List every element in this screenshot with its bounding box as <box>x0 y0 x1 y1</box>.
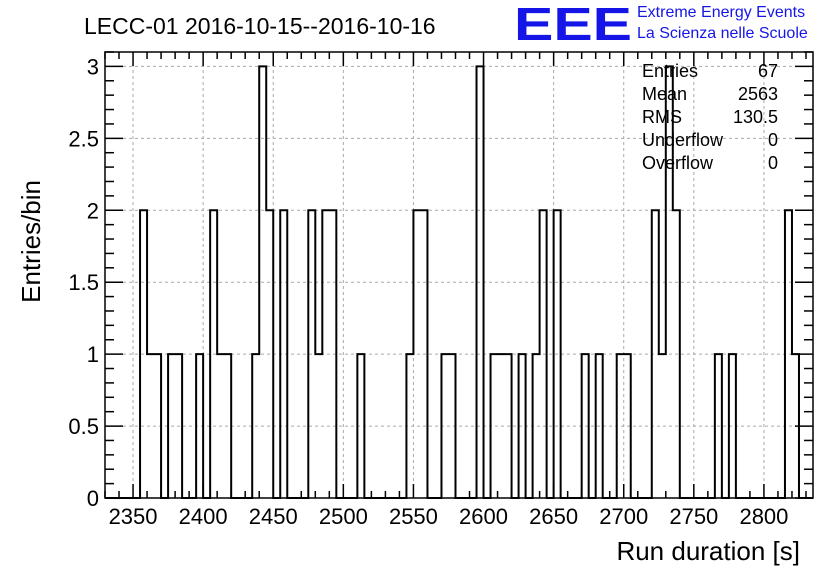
y-tick-label: 2 <box>87 198 99 223</box>
histogram-line <box>105 65 813 499</box>
stats-value: 67 <box>758 61 778 81</box>
plot-frame <box>104 51 814 499</box>
y-tick-label: 3 <box>87 54 99 79</box>
y-tick-label: 2.5 <box>68 126 99 151</box>
grid-lines <box>105 52 813 498</box>
x-tick-label: 2600 <box>459 504 508 529</box>
x-tick-label: 2750 <box>669 504 718 529</box>
stats-value: 0 <box>768 153 778 173</box>
logo-mark: EEE <box>514 0 632 50</box>
y-tick-label: 0.5 <box>68 414 99 439</box>
axis-ticks <box>104 51 813 499</box>
stats-box: Entries 67 Mean 2563 RMS 130.5 Underflow 0 Overf… <box>642 61 778 173</box>
x-tick-label: 2650 <box>529 504 578 529</box>
x-tick-label: 2550 <box>389 504 438 529</box>
x-axis-label: Run duration [s] <box>616 536 800 566</box>
stats-value: 2563 <box>738 84 778 104</box>
y-tick-label: 1.5 <box>68 270 99 295</box>
x-tick-label: 2500 <box>319 504 368 529</box>
stats-label: Overflow <box>642 153 714 173</box>
stats-label: Underflow <box>642 130 724 150</box>
x-tick-label: 2350 <box>109 504 158 529</box>
logo-line2: La Scienza nelle Scuole <box>637 25 808 42</box>
chart-title: LECC-01 2016-10-15--2016-10-16 <box>84 13 436 39</box>
y-tick-label: 1 <box>87 342 99 367</box>
x-tick-label: 2800 <box>739 504 788 529</box>
stats-label: Entries <box>642 61 698 81</box>
stats-value: 130.5 <box>733 107 778 127</box>
eee-logo: EEE Extreme Energy Events La Scienza nel… <box>514 0 808 50</box>
x-tick-label: 2400 <box>179 504 228 529</box>
logo-line1: Extreme Energy Events <box>637 4 805 21</box>
histogram-outline <box>105 65 813 499</box>
tick-labels: 2350 2400 2450 2500 2550 2600 2650 2700 2750 2800… <box>68 54 788 529</box>
y-axis-label: Entries/bin <box>16 180 46 303</box>
y-tick-label: 0 <box>87 486 99 511</box>
stats-label: RMS <box>642 107 682 127</box>
x-tick-label: 2700 <box>599 504 648 529</box>
stats-value: 0 <box>768 130 778 150</box>
stats-label: Mean <box>642 84 687 104</box>
x-tick-label: 2450 <box>249 504 298 529</box>
